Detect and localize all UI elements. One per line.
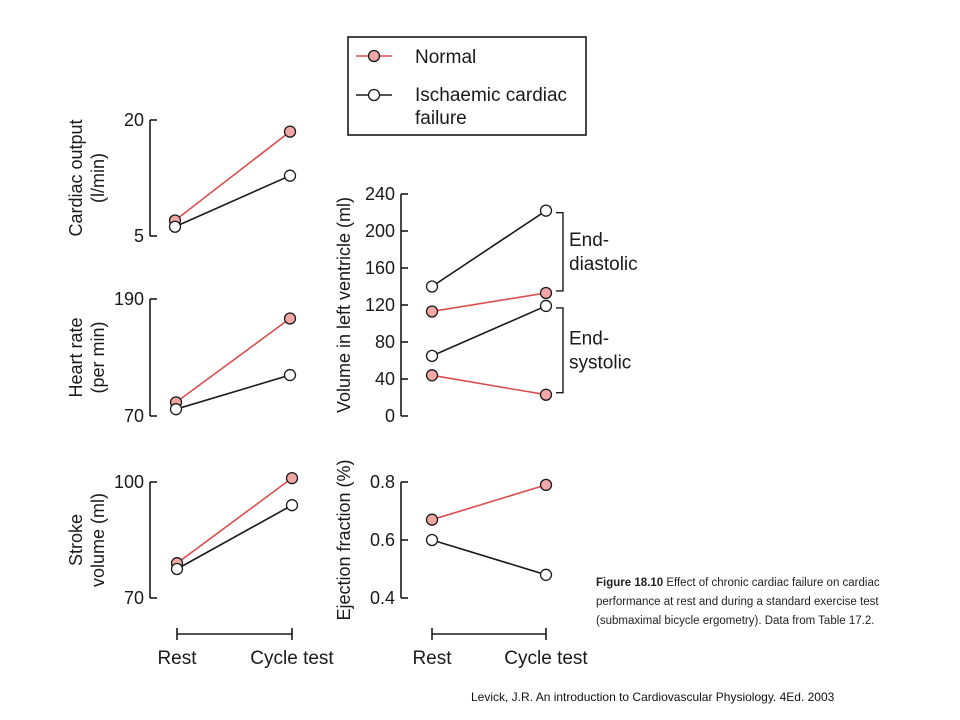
y-tick-label: 100 <box>114 472 144 492</box>
y-tick-label: 120 <box>365 295 395 315</box>
normal-series-point <box>539 478 553 492</box>
y-tick-label: 40 <box>375 369 395 389</box>
normal-series-line <box>176 477 293 564</box>
failure-series-point <box>169 403 183 416</box>
x-category-label: Rest <box>157 648 197 669</box>
failure-series-point <box>425 349 439 363</box>
y-axis-label-line: Ejection fraction (%) <box>334 459 354 620</box>
y-axis-label-line: Volume in left ventricle (ml) <box>334 197 354 413</box>
legend-normal-marker <box>367 49 381 63</box>
y-axis-label-line: Heart rate <box>66 317 86 397</box>
failure-series-point <box>283 169 297 182</box>
y-tick-label: 70 <box>124 588 144 608</box>
failure-series-point <box>168 220 182 233</box>
y-axis-label: Ejection fraction (%) <box>334 459 354 620</box>
normal-series-point <box>425 305 439 318</box>
bracket-label: diastolic <box>569 254 638 275</box>
failure-series-line <box>431 209 547 288</box>
bracket-label: End- <box>569 230 609 251</box>
y-axis-label-line: (per min) <box>88 321 108 393</box>
y-tick-label: 0.6 <box>370 530 395 550</box>
normal-series-point <box>425 369 439 382</box>
normal-series-point <box>283 125 297 138</box>
y-tick-label: 0 <box>385 406 395 426</box>
ejection-fraction-panel: 0.4 0.6 0.8 Ejection fraction (%) <box>334 459 553 621</box>
x-category-label: Cycle test <box>504 648 588 669</box>
failure-series-line <box>175 374 291 410</box>
y-tick-label: 160 <box>365 258 395 278</box>
failure-series-line <box>431 539 547 576</box>
failure-series-line <box>431 305 547 357</box>
x-category-label: Cycle test <box>250 648 334 669</box>
bracket-label: End- <box>569 328 609 349</box>
x-axis-left: Rest Cycle test <box>157 628 334 669</box>
legend-normal-label: Normal <box>415 47 476 68</box>
bracket <box>556 307 564 394</box>
y-axis-label-line: Cardiac output <box>66 119 86 236</box>
y-tick-label: 70 <box>124 406 144 426</box>
y-axis-label-line: volume (ml) <box>88 493 108 587</box>
legend: Normal Ischaemic cardiac failure <box>347 36 587 136</box>
bracket-label: systolic <box>569 352 631 373</box>
legend-failure-label: Ischaemic cardiac <box>415 85 567 106</box>
stroke-volume-panel: 70 100 Stroke volume (ml) <box>66 471 299 608</box>
normal-series-line <box>431 374 547 396</box>
normal-series-point <box>283 312 297 325</box>
y-axis-label-line: (l/min) <box>88 153 108 203</box>
normal-series-point <box>425 513 439 526</box>
normal-series-line <box>174 130 291 222</box>
x-axis-right: Rest Cycle test <box>412 628 588 669</box>
source-credit: Levick, J.R. An introduction to Cardiova… <box>471 690 835 704</box>
figure-caption: Figure 18.10 Effect of chronic cardiac f… <box>596 574 936 631</box>
y-axis-label: Stroke volume (ml) <box>66 493 108 587</box>
cardiac-output-panel: 5 20 Cardiac output (l/min) <box>66 110 297 246</box>
normal-series-point <box>539 388 553 401</box>
failure-series-point <box>539 568 553 581</box>
y-axis-label: Heart rate (per min) <box>66 317 108 397</box>
legend-failure-label-line2: failure <box>415 108 467 129</box>
y-tick-label: 190 <box>114 289 144 309</box>
normal-series-point <box>285 471 299 485</box>
x-category-label: Rest <box>412 648 452 669</box>
failure-series-point <box>539 204 553 217</box>
failure-series-point <box>539 299 553 313</box>
legend-box <box>347 36 587 136</box>
y-tick-label: 0.8 <box>370 472 395 492</box>
normal-series-line <box>175 317 291 403</box>
normal-series-point <box>539 286 553 300</box>
figure-caption-text: Effect of chronic cardiac failure on car… <box>596 577 880 627</box>
legend-failure-marker <box>367 88 381 102</box>
y-tick-label: 20 <box>124 110 144 130</box>
y-tick-label: 0.4 <box>370 588 395 608</box>
y-tick-label: 200 <box>365 221 395 241</box>
heart-rate-panel: 70 190 Heart rate (per min) <box>66 289 297 426</box>
failure-series-point <box>425 280 439 293</box>
failure-series-point <box>283 368 297 382</box>
y-axis-label: Cardiac output (l/min) <box>66 119 108 236</box>
failure-series-line <box>176 504 293 570</box>
normal-series-line <box>431 292 547 313</box>
ventricle-volume-panel: 0 40 80 120 160 200 240 Volume in left ventricl… <box>334 184 638 426</box>
failure-series-point <box>285 499 299 512</box>
y-tick-label: 5 <box>134 226 144 246</box>
y-axis-label: Volume in left ventricle (ml) <box>334 197 354 413</box>
normal-series-line <box>431 484 547 521</box>
y-axis-label-line: Stroke <box>66 514 86 566</box>
y-tick-label: 240 <box>365 184 395 204</box>
failure-series-point <box>170 562 184 576</box>
figure-number: Figure 18.10 <box>596 577 664 589</box>
failure-series-line <box>174 174 291 228</box>
y-tick-label: 80 <box>375 332 395 352</box>
bracket <box>556 211 564 292</box>
failure-series-point <box>425 533 439 547</box>
